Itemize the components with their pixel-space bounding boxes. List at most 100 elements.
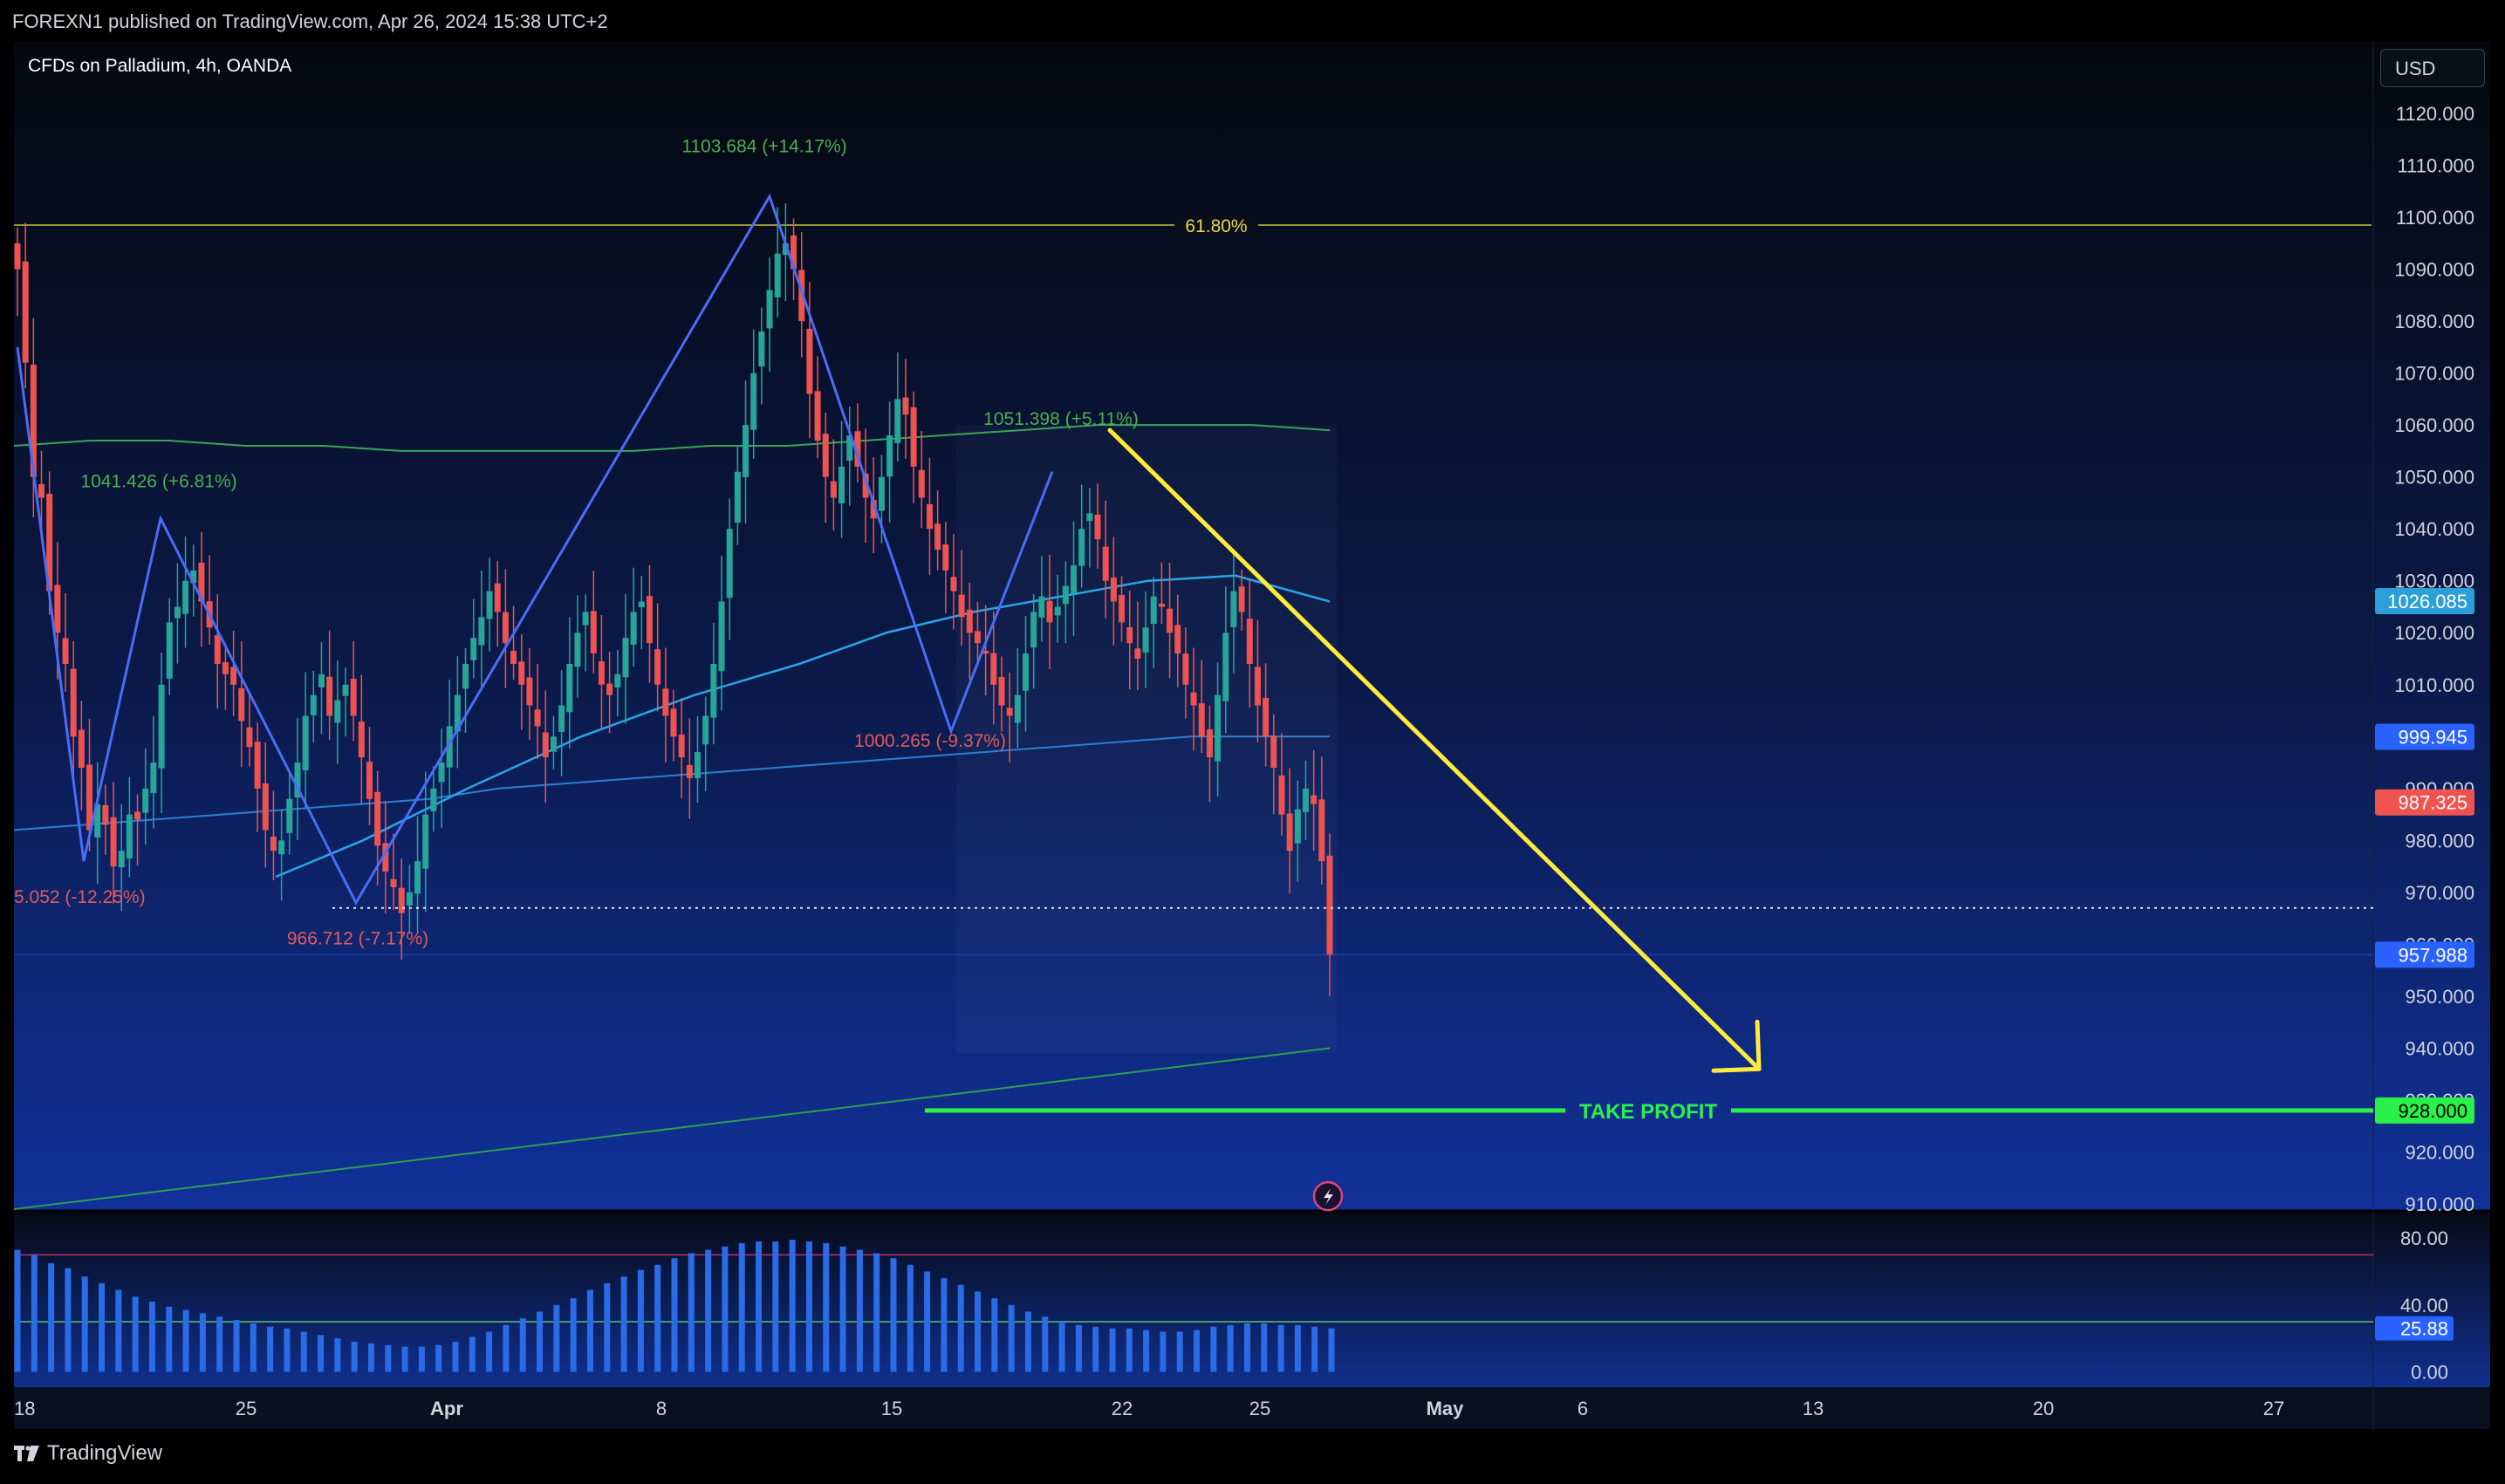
candle-body [238, 687, 245, 721]
osc-bar [1277, 1324, 1284, 1372]
price-axis-tick: 940.000 [2405, 1037, 2474, 1059]
osc-bar [132, 1296, 139, 1372]
time-axis-tick: 25 [236, 1398, 257, 1419]
price-axis-label: 999.945 [2398, 727, 2467, 749]
candle-body [494, 583, 501, 612]
candle-body [1311, 795, 1318, 804]
candle-body [358, 721, 365, 758]
currency-button[interactable]: USD [2380, 49, 2485, 87]
candle-body [638, 601, 645, 608]
candle-body [70, 668, 77, 737]
price-axis-tick: 1010.000 [2394, 674, 2474, 696]
candle-body [126, 814, 133, 858]
osc-bar [805, 1241, 812, 1372]
osc-bar [148, 1301, 155, 1372]
time-axis-tick: 6 [1578, 1398, 1588, 1419]
osc-bar [300, 1331, 307, 1372]
candle-body [926, 503, 933, 530]
symbol-title[interactable]: CFDs on Palladium, 4h, OANDA [28, 56, 292, 76]
ma-long-line [14, 1047, 1331, 1210]
candle-body [222, 662, 229, 674]
candle-body [1150, 596, 1157, 624]
candle-body [62, 638, 69, 664]
candle-body [886, 435, 893, 477]
price-axis-tick: 950.000 [2405, 986, 2474, 1008]
chart-canvas[interactable]: 61.80% TAKE PROFIT 1103.684 (+14.17%) 1051.… [14, 42, 2490, 1429]
candle-body [950, 577, 957, 592]
ma-upper-line [14, 424, 1331, 452]
candle-body [782, 243, 789, 256]
osc-bar [1092, 1326, 1099, 1372]
price-axis-tick: 1120.000 [2396, 103, 2474, 125]
osc-bar [452, 1341, 459, 1372]
candle-body [1326, 855, 1333, 955]
publisher-bar: FOREXN1 published on TradingView.com, Ap… [0, 0, 2505, 42]
osc-bar [789, 1240, 796, 1372]
candle-body [54, 585, 61, 633]
candle-body [654, 649, 661, 685]
candle-body [510, 650, 517, 664]
candle-body [86, 764, 93, 831]
candle-body [438, 763, 445, 783]
tradingview-logo[interactable]: TradingView [14, 1441, 162, 1466]
candle-body [1134, 648, 1141, 659]
price-annotation: 1103.684 (+14.17%) [681, 137, 846, 157]
candle-body [1294, 809, 1301, 844]
pattern-line [16, 193, 1054, 906]
tradingview-logo-icon [14, 1446, 39, 1461]
candle-body [550, 736, 557, 752]
candle-body [998, 676, 1005, 706]
candle-body [542, 732, 549, 758]
osc-bar [418, 1346, 425, 1372]
candle-body [958, 594, 965, 618]
price-axis-label: 928.000 [2398, 1100, 2467, 1122]
candle-body [566, 663, 573, 713]
osc-bar [839, 1246, 846, 1372]
candle-body [678, 734, 685, 758]
osc-bar [351, 1341, 358, 1372]
osc-bar [756, 1241, 763, 1372]
candle-body [990, 653, 997, 685]
candle-body [470, 638, 477, 660]
candle-body [846, 435, 853, 461]
price-annotation: 1051.398 (+5.11%) [983, 409, 1139, 429]
osc-bar [503, 1324, 510, 1372]
osc-axis-tick: 0.00 [2411, 1361, 2448, 1383]
price-axis-label: 987.325 [2398, 792, 2467, 814]
osc-bar [367, 1343, 374, 1372]
price-annotation: 5.052 (-12.25%) [14, 887, 146, 907]
time-axis-tick: 22 [1112, 1398, 1133, 1419]
publisher-text: FOREXN1 published on TradingView.com, Ap… [12, 10, 608, 32]
candle-body [1023, 653, 1030, 691]
candle-body [1206, 729, 1213, 758]
candle-body [174, 606, 181, 619]
osc-bar [1126, 1328, 1133, 1372]
time-axis-tick: 20 [2033, 1398, 2054, 1419]
candle-body [1222, 633, 1229, 701]
candle-body [1102, 546, 1109, 581]
candle-body [646, 596, 653, 644]
candle-body [1038, 596, 1045, 619]
candle-body [710, 663, 717, 718]
candle-body [934, 523, 941, 550]
price-axis-label-bg [2375, 789, 2474, 816]
candle-body [414, 861, 421, 894]
candle-body [582, 612, 589, 626]
candle-body [1286, 813, 1293, 851]
candle-body [38, 483, 45, 498]
chart-frame[interactable]: 61.80% TAKE PROFIT 1103.684 (+14.17%) 1051.… [14, 42, 2490, 1429]
candle-body [1062, 585, 1069, 605]
osc-bar [907, 1264, 914, 1372]
candle-body [318, 674, 325, 687]
candle-body [1086, 513, 1093, 522]
time-axis-tick: 27 [2263, 1398, 2284, 1419]
candle-body [302, 715, 309, 770]
osc-bar [1160, 1331, 1167, 1372]
time-axis-tick: May [1427, 1398, 1465, 1419]
candle-body [158, 684, 165, 769]
candle-body [30, 364, 37, 477]
osc-bar [1109, 1328, 1116, 1372]
candle-body [630, 612, 637, 645]
candle-body [894, 399, 901, 443]
candle-body [966, 609, 973, 633]
